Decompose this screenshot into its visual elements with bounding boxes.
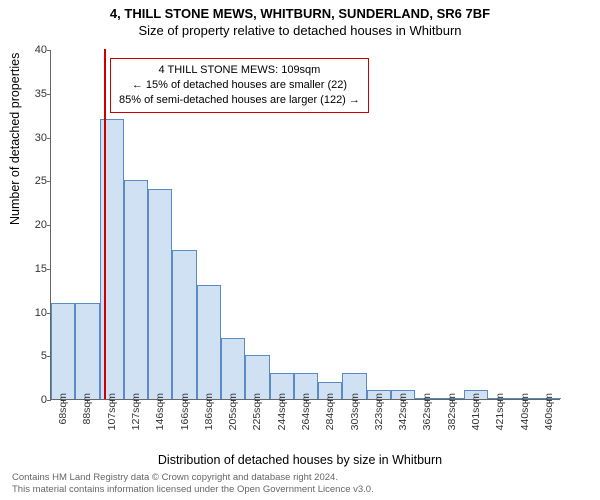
y-tick-mark	[47, 181, 51, 182]
y-tick-label: 35	[19, 88, 47, 100]
x-tick-label: 166sqm	[179, 393, 191, 430]
footer-line1: Contains HM Land Registry data © Crown c…	[12, 472, 374, 484]
x-axis-label: Distribution of detached houses by size …	[0, 453, 600, 467]
x-tick-label: 440sqm	[519, 393, 531, 430]
y-tick-mark	[47, 400, 51, 401]
x-tick-label: 68sqm	[57, 393, 69, 425]
histogram-bar	[148, 189, 172, 399]
annotation-line3: 85% of semi-detached houses are larger (…	[119, 93, 360, 108]
x-tick-label: 323sqm	[373, 393, 385, 430]
histogram-bar	[51, 303, 75, 399]
x-tick-label: 342sqm	[397, 393, 409, 430]
x-tick-label: 88sqm	[81, 393, 93, 425]
footer-attribution: Contains HM Land Registry data © Crown c…	[12, 472, 374, 496]
annotation-line1: 4 THILL STONE MEWS: 109sqm	[119, 63, 360, 78]
y-tick-label: 30	[19, 132, 47, 144]
x-tick-label: 186sqm	[203, 393, 215, 430]
footer-line2: This material contains information licen…	[12, 484, 374, 496]
histogram-bar	[221, 338, 245, 399]
page-title-subtitle: Size of property relative to detached ho…	[0, 23, 600, 38]
x-tick-label: 303sqm	[349, 393, 361, 430]
x-tick-label: 421sqm	[494, 393, 506, 430]
histogram-bar	[172, 250, 196, 399]
histogram-bar	[100, 119, 124, 399]
x-tick-label: 362sqm	[421, 393, 433, 430]
x-tick-label: 401sqm	[470, 393, 482, 430]
y-tick-mark	[47, 138, 51, 139]
y-tick-mark	[47, 225, 51, 226]
y-tick-mark	[47, 94, 51, 95]
y-tick-label: 10	[19, 307, 47, 319]
x-tick-label: 460sqm	[543, 393, 555, 430]
x-tick-label: 107sqm	[106, 393, 118, 430]
x-tick-label: 225sqm	[251, 393, 263, 430]
histogram-chart: 051015202530354068sqm88sqm107sqm127sqm14…	[50, 50, 560, 400]
histogram-bar	[75, 303, 99, 399]
histogram-bar	[124, 180, 148, 399]
y-tick-mark	[47, 50, 51, 51]
y-tick-mark	[47, 269, 51, 270]
annotation-box: 4 THILL STONE MEWS: 109sqm ← 15% of deta…	[110, 58, 369, 113]
x-tick-label: 146sqm	[154, 393, 166, 430]
y-tick-label: 40	[19, 44, 47, 56]
y-tick-label: 20	[19, 219, 47, 231]
x-tick-label: 205sqm	[227, 393, 239, 430]
x-tick-label: 382sqm	[446, 393, 458, 430]
x-tick-label: 127sqm	[130, 393, 142, 430]
histogram-bar	[197, 285, 221, 399]
property-marker-line	[104, 49, 106, 399]
page-title-address: 4, THILL STONE MEWS, WHITBURN, SUNDERLAN…	[0, 6, 600, 21]
y-tick-label: 25	[19, 175, 47, 187]
x-tick-label: 244sqm	[276, 393, 288, 430]
x-tick-label: 284sqm	[324, 393, 336, 430]
x-tick-label: 264sqm	[300, 393, 312, 430]
annotation-line2: ← 15% of detached houses are smaller (22…	[119, 78, 360, 93]
y-tick-label: 5	[19, 350, 47, 362]
y-tick-label: 0	[19, 394, 47, 406]
y-tick-label: 15	[19, 263, 47, 275]
